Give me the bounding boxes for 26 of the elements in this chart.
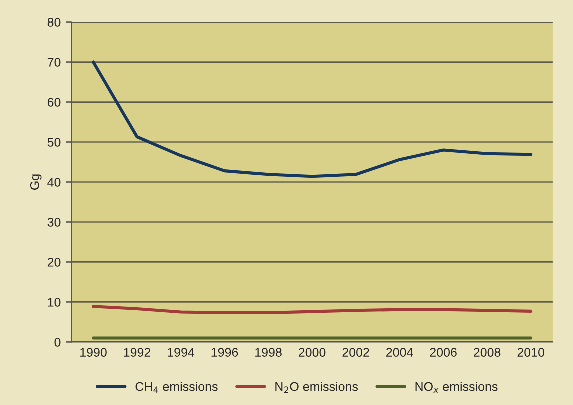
line-series bbox=[92, 60, 533, 178]
x-tick-label: 1996 bbox=[212, 348, 238, 357]
y-tick-label: 20 bbox=[48, 258, 61, 267]
y-tick-label: 60 bbox=[48, 98, 61, 107]
legend-label: N$_{2}$O emissions bbox=[276, 382, 358, 394]
x-tick-label: 1994 bbox=[168, 348, 195, 357]
y-tick-label: 10 bbox=[48, 298, 61, 307]
y-tick-label: 50 bbox=[48, 138, 61, 147]
y-axis-title: Gg bbox=[30, 174, 42, 190]
line-series bbox=[92, 305, 533, 315]
y-tick-label: 0 bbox=[54, 338, 61, 347]
y-tick-label: 40 bbox=[48, 178, 61, 187]
x-tick-label: 2000 bbox=[299, 348, 326, 357]
x-tick-label: 2008 bbox=[474, 348, 501, 357]
x-tick-label: 2006 bbox=[430, 348, 457, 357]
x-tick-label: 2004 bbox=[386, 348, 414, 357]
x-tick-label: 2002 bbox=[342, 348, 370, 357]
legend-label: CH$_{4}$ emissions bbox=[136, 382, 218, 394]
x-tick-label: 1998 bbox=[256, 348, 282, 357]
legend-label: NO$_{x}$ emissions bbox=[416, 382, 498, 394]
y-tick-label: 80 bbox=[48, 18, 61, 27]
y-tick-label: 70 bbox=[48, 58, 61, 67]
x-tick-label: 1990 bbox=[80, 348, 107, 357]
y-tick-label: 30 bbox=[48, 218, 61, 227]
x-tick-label: 1992 bbox=[124, 348, 151, 357]
x-tick-label: 2010 bbox=[518, 348, 544, 357]
